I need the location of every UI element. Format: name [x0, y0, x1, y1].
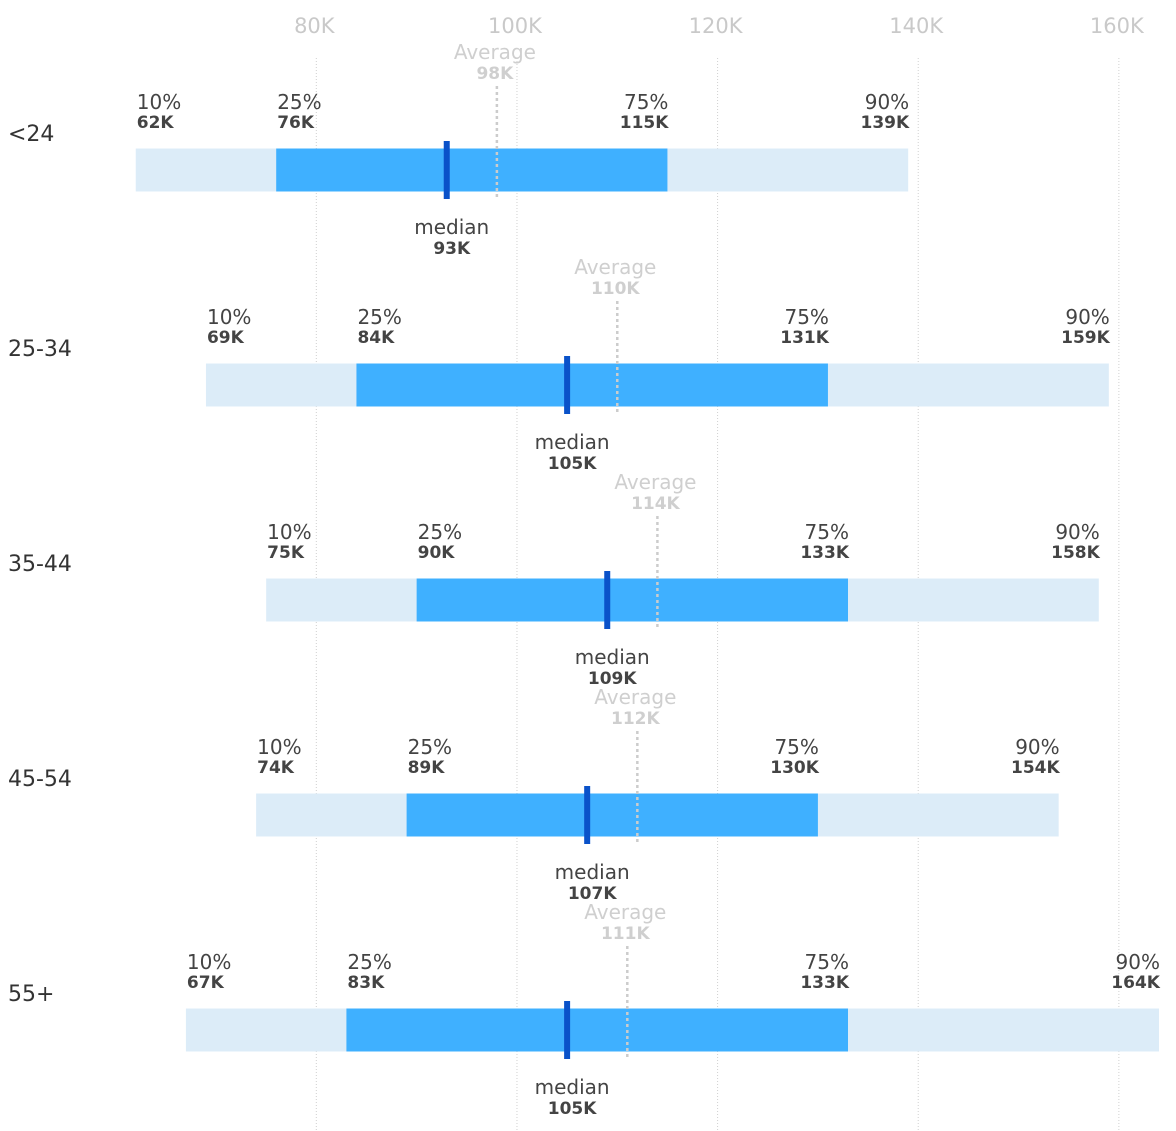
p25-p75-bar-4	[346, 1008, 849, 1052]
p10-label-2: 10%	[267, 520, 311, 544]
x-tick-label-1: 100K	[488, 14, 543, 38]
average-value-2: 114K	[631, 494, 680, 514]
p25-label-3: 25%	[408, 735, 452, 759]
p10-value-1: 69K	[207, 328, 245, 348]
p25-value-3: 89K	[408, 758, 446, 778]
p10-label-4: 10%	[187, 950, 231, 974]
p90-value-0: 139K	[861, 113, 910, 133]
average-label-0: Average	[454, 40, 536, 64]
p75-value-1: 131K	[780, 328, 829, 348]
average-label-1: Average	[574, 255, 656, 279]
average-value-0: 98K	[476, 64, 514, 84]
p90-value-2: 158K	[1051, 543, 1100, 563]
p25-p75-bar-2	[416, 578, 849, 622]
average-value-1: 110K	[591, 279, 640, 299]
p25-p75-bar-1	[356, 363, 828, 407]
p90-value-4: 164K	[1111, 973, 1160, 993]
median-value-0: 93K	[433, 239, 471, 259]
p25-p75-bar-3	[406, 793, 818, 837]
row-label-4: 55+	[8, 982, 54, 1007]
median-value-4: 105K	[548, 1099, 597, 1119]
p90-label-1: 90%	[1065, 305, 1109, 329]
p25-p75-bar-0	[276, 148, 668, 192]
average-label-3: Average	[594, 685, 676, 709]
median-label-2: median	[575, 645, 650, 669]
p25-label-0: 25%	[277, 90, 321, 114]
p10-label-0: 10%	[137, 90, 181, 114]
row-label-3: 45-54	[8, 767, 72, 792]
median-label-1: median	[535, 430, 610, 454]
median-value-1: 105K	[548, 454, 597, 474]
p25-value-2: 90K	[418, 543, 456, 563]
p10-value-4: 67K	[187, 973, 225, 993]
p25-label-2: 25%	[418, 520, 462, 544]
x-tick-label-2: 120K	[689, 14, 744, 38]
p25-value-0: 76K	[277, 113, 315, 133]
median-label-3: median	[555, 860, 630, 884]
average-label-2: Average	[614, 470, 696, 494]
p75-value-3: 130K	[770, 758, 819, 778]
median-marker-1	[564, 356, 571, 414]
p75-value-0: 115K	[620, 113, 669, 133]
x-tick-label-3: 140K	[889, 14, 944, 38]
row-label-0: <24	[8, 122, 54, 147]
p75-label-0: 75%	[624, 90, 668, 114]
p75-label-4: 75%	[805, 950, 849, 974]
p90-label-2: 90%	[1055, 520, 1099, 544]
median-marker-0	[443, 141, 450, 199]
p10-value-3: 74K	[257, 758, 295, 778]
row-label-1: 25-34	[8, 337, 72, 362]
median-marker-4	[564, 1001, 571, 1059]
median-label-0: median	[414, 215, 489, 239]
p25-label-1: 25%	[357, 305, 401, 329]
median-value-3: 107K	[568, 884, 617, 904]
average-label-4: Average	[584, 900, 666, 924]
p10-value-0: 62K	[137, 113, 175, 133]
median-marker-2	[604, 571, 611, 629]
p25-value-1: 84K	[357, 328, 395, 348]
p90-value-1: 159K	[1061, 328, 1110, 348]
p75-label-3: 75%	[774, 735, 818, 759]
p10-label-1: 10%	[207, 305, 251, 329]
p10-value-2: 75K	[267, 543, 305, 563]
x-tick-label-4: 160K	[1090, 14, 1145, 38]
p25-value-4: 83K	[347, 973, 385, 993]
p75-value-4: 133K	[800, 973, 849, 993]
p10-label-3: 10%	[257, 735, 301, 759]
x-tick-label-0: 80K	[294, 14, 336, 38]
p75-value-2: 133K	[800, 543, 849, 563]
p90-label-4: 90%	[1116, 950, 1160, 974]
average-value-3: 112K	[611, 709, 660, 729]
p25-label-4: 25%	[347, 950, 391, 974]
median-marker-3	[584, 786, 591, 844]
row-label-2: 35-44	[8, 552, 72, 577]
median-value-2: 109K	[588, 669, 637, 689]
p90-label-0: 90%	[865, 90, 909, 114]
p75-label-1: 75%	[784, 305, 828, 329]
p90-value-3: 154K	[1011, 758, 1060, 778]
p75-label-2: 75%	[805, 520, 849, 544]
median-label-4: median	[535, 1075, 610, 1099]
p90-label-3: 90%	[1015, 735, 1059, 759]
average-value-4: 111K	[601, 924, 650, 944]
